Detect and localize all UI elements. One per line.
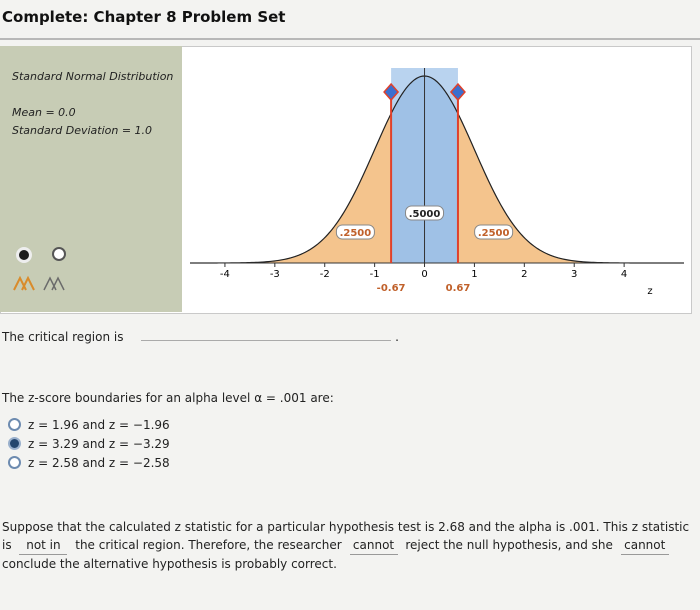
option-label: z = 1.96 and z = −1.96 <box>28 417 170 432</box>
paragraph-text: conclude the alternative hypothesis is p… <box>2 557 337 571</box>
radio-button[interactable] <box>8 456 21 469</box>
radio-button[interactable] <box>8 437 21 450</box>
boundary-label: 0.67 <box>446 283 471 294</box>
boundary-label: -0.67 <box>377 283 406 294</box>
answer-blank[interactable]: not in <box>19 536 68 555</box>
tail-icons <box>13 275 65 291</box>
tail-option[interactable] <box>52 247 66 261</box>
paragraph-text: the critical region. Therefore, the rese… <box>75 538 342 552</box>
tail-option[interactable] <box>16 247 32 263</box>
region-label-box <box>335 224 375 240</box>
axis-label: z <box>647 286 652 297</box>
x-tick-label: 0 <box>421 269 427 280</box>
applet-panel: Standard Normal Distribution Mean = 0.0 … <box>0 46 182 312</box>
applet-title: Standard Normal Distribution <box>12 70 174 83</box>
x-tick-label: -2 <box>320 269 330 280</box>
option[interactable]: z = 1.96 and z = −1.96 <box>2 415 334 434</box>
option[interactable]: z = 2.58 and z = −2.58 <box>2 453 334 472</box>
header-rule <box>0 38 700 40</box>
boundary-handle <box>383 82 400 102</box>
answer-blank[interactable] <box>141 340 392 341</box>
region-label: .2500 <box>478 228 510 239</box>
question-1: The critical region is . <box>2 330 399 344</box>
radio-button[interactable] <box>8 418 21 431</box>
option[interactable]: z = 3.29 and z = −3.29 <box>2 434 334 453</box>
option-label: z = 3.29 and z = −3.29 <box>28 436 170 451</box>
x-tick-label: 1 <box>471 269 477 280</box>
tail-region <box>457 113 684 264</box>
x-tick-label: -1 <box>370 269 380 280</box>
boundary-handle <box>449 82 466 102</box>
question-prompt: The z-score boundaries for an alpha leve… <box>2 391 334 405</box>
page-title: Complete: Chapter 8 Problem Set <box>2 8 286 26</box>
option-label: z = 2.58 and z = −2.58 <box>28 455 170 470</box>
x-tick-label: 3 <box>571 269 577 280</box>
paragraph-text: reject the null hypothesis, and she <box>405 538 613 552</box>
question-2: The z-score boundaries for an alpha leve… <box>2 391 334 472</box>
x-tick-label: 4 <box>621 269 627 280</box>
question-prompt: The critical region is <box>2 330 124 344</box>
paragraph-text: Suppose that the calculated z statistic … <box>2 520 690 552</box>
region-label: .2500 <box>340 228 372 239</box>
region-label-box <box>405 205 445 221</box>
region-label: .5000 <box>409 209 441 220</box>
option-list: z = 1.96 and z = −1.96 z = 3.29 and z = −… <box>2 415 334 472</box>
answer-blank[interactable]: cannot <box>349 536 398 555</box>
question-3: Suppose that the calculated z statistic … <box>2 518 692 573</box>
tail-region <box>190 113 392 264</box>
x-tick-label: -4 <box>220 269 230 280</box>
mean-label: Mean = 0.0 <box>12 106 76 119</box>
sd-label: Standard Deviation = 1.0 <box>12 124 153 137</box>
distribution-chart: -4 -3 -2 -1 0 1 2 3 4 -0.67 0.67 z .2500 .5000 .2500 <box>189 68 684 297</box>
region-label-box <box>474 224 514 240</box>
x-tick-label: -3 <box>270 269 280 280</box>
answer-blank[interactable]: cannot <box>620 536 669 555</box>
x-tick-label: 2 <box>521 269 527 280</box>
